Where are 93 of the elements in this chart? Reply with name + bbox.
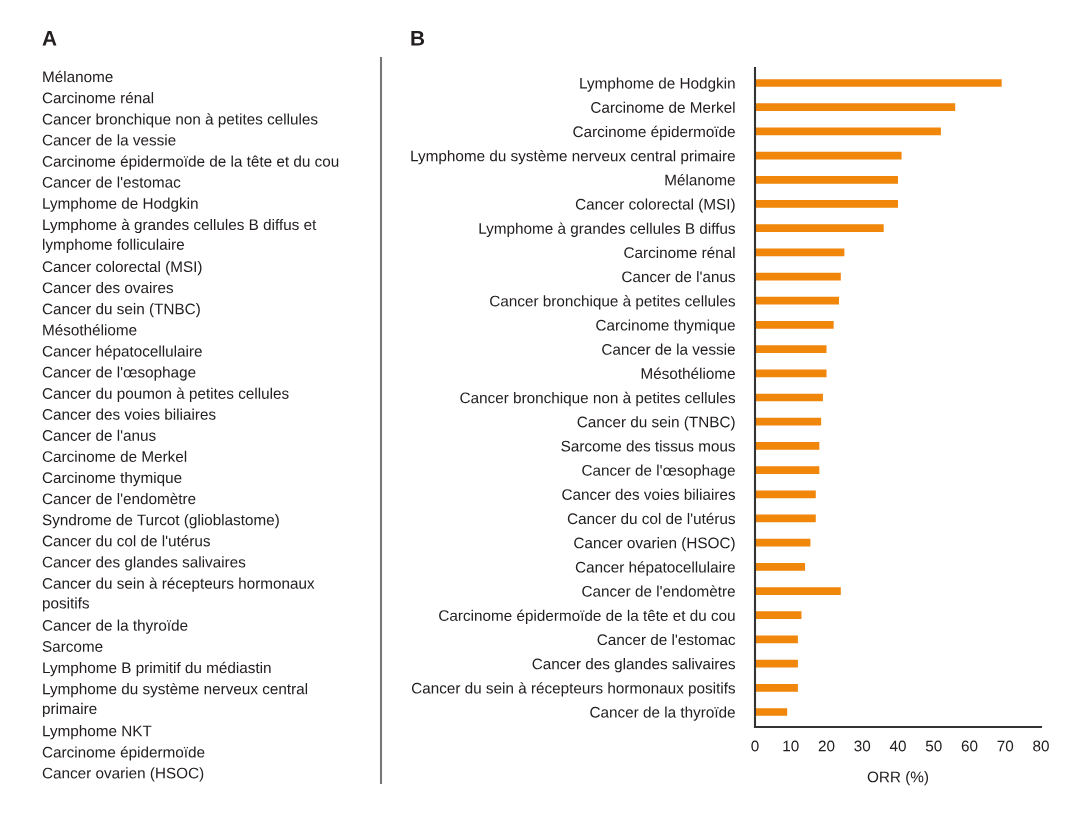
bar bbox=[755, 538, 811, 547]
text: Cancer de la vessie bbox=[42, 134, 176, 146]
text: Cancer hépatocellulaire bbox=[42, 345, 202, 360]
bar bbox=[755, 587, 841, 595]
text: A bbox=[42, 31, 57, 46]
text: Syndrome de Turcot (glioblastome) bbox=[42, 514, 279, 529]
text: Lymphome NKT bbox=[43, 725, 152, 740]
bar bbox=[755, 417, 822, 426]
text: Carcinome thymique bbox=[42, 471, 182, 487]
text: Cancer bronchique non à petites cellules bbox=[42, 113, 318, 128]
text: Cancer du sein (TNBC) bbox=[42, 303, 200, 318]
bar bbox=[755, 442, 820, 450]
text: Cancer du col de l'utérus bbox=[42, 535, 210, 547]
bar bbox=[755, 683, 798, 692]
x-tick-label: 10 bbox=[783, 740, 799, 752]
text: Cancer de l'endomètre bbox=[42, 492, 196, 505]
y-tick-label: Cancer de l'endomètre bbox=[582, 585, 735, 597]
x-tick-label: 20 bbox=[818, 740, 835, 752]
x-tick-label: 60 bbox=[961, 740, 978, 752]
bar bbox=[755, 200, 898, 208]
bar bbox=[755, 151, 902, 160]
y-tick-label: Lymphome de Hodgkin bbox=[580, 77, 735, 92]
bar bbox=[755, 296, 840, 305]
text: Cancer de l'œsophage bbox=[42, 366, 196, 381]
text: Cancer des glandes salivaires bbox=[42, 556, 246, 571]
bar bbox=[755, 248, 845, 257]
x-tick-label: 0 bbox=[751, 740, 759, 752]
bar bbox=[755, 321, 834, 329]
bar bbox=[755, 103, 956, 112]
bar bbox=[755, 466, 820, 474]
bar bbox=[755, 490, 816, 499]
text: Cancer des voies biliaires bbox=[42, 408, 216, 420]
text: Lymphome B primitif du médiastin bbox=[43, 661, 271, 677]
text: B bbox=[411, 31, 425, 46]
y-tick-label: Carcinome rénal bbox=[624, 246, 735, 259]
y-tick-label: Cancer du col de l'utérus bbox=[567, 512, 736, 525]
text: Carcinome rénal bbox=[42, 91, 154, 104]
y-tick-label: Carcinome épidermoïde de la tête et du cou bbox=[439, 609, 735, 625]
text: Mésothéliome bbox=[43, 324, 137, 336]
text: Mélanome bbox=[43, 70, 113, 83]
bar bbox=[755, 224, 884, 233]
x-tick-label: 70 bbox=[997, 740, 1014, 752]
text: Carcinome de Merkel bbox=[42, 450, 187, 463]
y-tick-label: Carcinome thymique bbox=[596, 319, 735, 334]
text: Cancer du poumon à petites cellules bbox=[42, 387, 289, 402]
bar bbox=[755, 175, 898, 184]
y-tick-label: Mélanome bbox=[665, 174, 735, 186]
y-tick-label: Cancer colorectal (MSI) bbox=[575, 198, 735, 213]
y-tick-label: Cancer du sein à récepteurs hormonaux positifs bbox=[411, 682, 736, 697]
y-tick-label: Lymphome à grandes cellules B diffus bbox=[479, 222, 736, 237]
text: Cancer du sein à récepteurs hormonaux positifs bbox=[42, 577, 315, 612]
text: Lymphome à grandes cellules B diffus et lymphome folliculaire bbox=[43, 218, 317, 253]
text: Cancer de l'estomac bbox=[42, 176, 181, 188]
y-tick-label: Cancer des glandes salivaires bbox=[532, 658, 736, 673]
bar bbox=[755, 272, 841, 281]
y-tick-label: Mésothéliome bbox=[641, 367, 735, 379]
text: Sarcome bbox=[42, 641, 103, 652]
text: Cancer de la thyroïde bbox=[42, 619, 188, 634]
bar bbox=[755, 127, 941, 136]
x-axis-title: ORR (%) bbox=[867, 771, 929, 786]
x-tick-label: 40 bbox=[889, 740, 906, 752]
bar bbox=[755, 345, 827, 353]
text: Cancer des ovaires bbox=[42, 282, 174, 294]
y-tick-label: Cancer de la vessie bbox=[602, 343, 735, 355]
x-tick-label: 30 bbox=[854, 740, 871, 752]
y-tick-label: Sarcome des tissus mous bbox=[561, 440, 736, 452]
y-tick-label: Carcinome de Merkel bbox=[591, 101, 735, 113]
y-tick-label: Cancer bronchique non à petites cellules bbox=[460, 391, 736, 407]
bar bbox=[755, 708, 788, 716]
bar bbox=[755, 369, 827, 378]
y-tick-label: Cancer ovarien (HSOC) bbox=[574, 537, 735, 552]
bar bbox=[755, 562, 806, 571]
text: Lymphome du système nerveux central primaire bbox=[42, 682, 308, 718]
y-tick-label: Cancer de l'œsophage bbox=[582, 464, 735, 479]
text: Cancer de l'anus bbox=[42, 429, 156, 441]
y-tick-label: Cancer hépatocellulaire bbox=[575, 561, 735, 576]
y-tick-label: Cancer bronchique à petites cellules bbox=[490, 295, 736, 310]
y-tick-label: Cancer de l'anus bbox=[622, 271, 736, 283]
y-tick-label: Carcinome épidermoïde bbox=[573, 125, 735, 141]
y-tick-label: Cancer des voies biliaires bbox=[562, 488, 736, 500]
y-tick-label: Cancer de la thyroïde bbox=[590, 706, 735, 721]
x-tick-label: 50 bbox=[925, 740, 942, 752]
bar bbox=[755, 611, 802, 620]
bar bbox=[755, 79, 1002, 87]
text: Lymphome de Hodgkin bbox=[43, 197, 198, 212]
text: Carcinome épidermoïde bbox=[42, 746, 205, 761]
text: Cancer colorectal (MSI) bbox=[42, 260, 202, 276]
text: Cancer ovarien (HSOC) bbox=[42, 767, 204, 782]
y-tick-label: Lymphome du système nerveux central primaire bbox=[411, 149, 735, 165]
x-tick-label: 80 bbox=[1033, 740, 1049, 752]
text: Carcinome épidermoïde de la tête et du cou bbox=[42, 155, 339, 170]
y-tick-label: Cancer du sein (TNBC) bbox=[577, 416, 735, 431]
y-tick-label: Cancer de l'estomac bbox=[597, 633, 736, 646]
